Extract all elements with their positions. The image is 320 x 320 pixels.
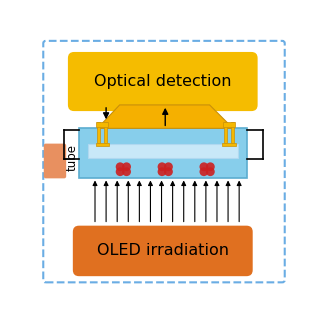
Bar	[223, 122, 235, 127]
Circle shape	[206, 167, 215, 176]
Text: Optical detection: Optical detection	[94, 74, 231, 89]
Circle shape	[157, 162, 166, 171]
Bar	[88, 144, 238, 158]
Circle shape	[116, 167, 124, 176]
Polygon shape	[98, 105, 233, 128]
FancyBboxPatch shape	[44, 144, 66, 178]
Circle shape	[199, 167, 208, 176]
Bar	[95, 143, 109, 146]
Text: tube: tube	[66, 144, 79, 172]
Circle shape	[116, 162, 124, 171]
FancyBboxPatch shape	[73, 226, 253, 276]
Bar	[104, 122, 107, 143]
Bar	[224, 122, 228, 143]
Bar	[98, 122, 100, 143]
Circle shape	[164, 162, 173, 171]
Circle shape	[122, 162, 131, 171]
FancyBboxPatch shape	[68, 52, 258, 111]
Circle shape	[164, 167, 173, 176]
Circle shape	[157, 167, 166, 176]
Text: OLED irradiation: OLED irradiation	[97, 244, 229, 259]
Circle shape	[122, 167, 131, 176]
Bar	[96, 122, 108, 127]
Circle shape	[206, 162, 215, 171]
Bar	[79, 128, 246, 178]
Circle shape	[199, 162, 208, 171]
Bar	[231, 122, 234, 143]
Bar	[222, 143, 236, 146]
